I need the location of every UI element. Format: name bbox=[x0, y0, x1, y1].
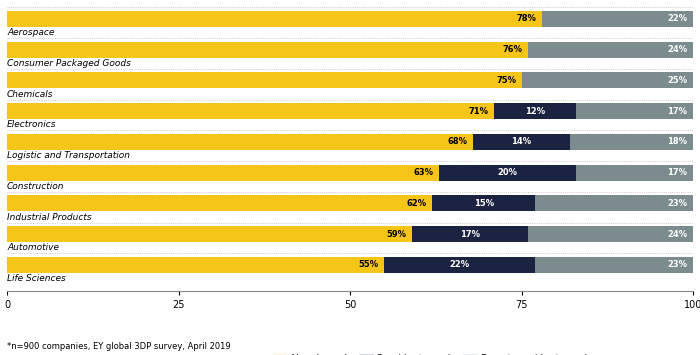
Text: 17%: 17% bbox=[668, 168, 687, 177]
Text: 76%: 76% bbox=[503, 45, 523, 54]
Text: 24%: 24% bbox=[667, 45, 687, 54]
Bar bbox=[528, 42, 693, 58]
Text: 78%: 78% bbox=[517, 15, 537, 23]
Bar bbox=[576, 103, 693, 119]
Bar bbox=[439, 165, 576, 181]
Text: 15%: 15% bbox=[474, 199, 494, 208]
Bar bbox=[473, 134, 570, 150]
Bar bbox=[528, 226, 693, 242]
Bar bbox=[536, 196, 693, 212]
Bar bbox=[433, 196, 536, 212]
Text: Aerospace: Aerospace bbox=[7, 28, 55, 37]
Text: Logistic and Transportation: Logistic and Transportation bbox=[7, 151, 130, 160]
Bar bbox=[494, 103, 576, 119]
Text: Automotive: Automotive bbox=[7, 244, 59, 252]
Text: 62%: 62% bbox=[407, 199, 427, 208]
Text: 75%: 75% bbox=[496, 76, 516, 85]
Text: 17%: 17% bbox=[460, 230, 480, 239]
Bar bbox=[7, 72, 522, 88]
Text: Chemicals: Chemicals bbox=[7, 90, 53, 99]
Text: Life Sciences: Life Sciences bbox=[7, 274, 66, 283]
Text: 55%: 55% bbox=[358, 261, 379, 269]
Text: 71%: 71% bbox=[468, 107, 489, 116]
Bar bbox=[7, 103, 494, 119]
Bar bbox=[7, 196, 433, 212]
Text: 23%: 23% bbox=[668, 261, 687, 269]
Text: 23%: 23% bbox=[668, 199, 687, 208]
Text: 17%: 17% bbox=[668, 107, 687, 116]
Bar bbox=[576, 165, 693, 181]
Bar bbox=[412, 226, 528, 242]
Bar bbox=[536, 257, 693, 273]
Bar bbox=[7, 134, 473, 150]
Text: Electronics: Electronics bbox=[7, 120, 57, 130]
Text: 14%: 14% bbox=[512, 137, 531, 147]
Bar bbox=[7, 42, 528, 58]
Text: 59%: 59% bbox=[386, 230, 406, 239]
Text: *n=900 companies, EY global 3DP survey, April 2019: *n=900 companies, EY global 3DP survey, … bbox=[7, 343, 230, 351]
Text: Industrial Products: Industrial Products bbox=[7, 213, 92, 222]
Bar bbox=[522, 72, 693, 88]
Text: 20%: 20% bbox=[498, 168, 518, 177]
Text: 63%: 63% bbox=[414, 168, 434, 177]
Text: 22%: 22% bbox=[449, 261, 470, 269]
Text: Consumer Packaged Goods: Consumer Packaged Goods bbox=[7, 59, 131, 68]
Bar bbox=[384, 257, 536, 273]
Text: 24%: 24% bbox=[667, 230, 687, 239]
Text: 22%: 22% bbox=[667, 15, 687, 23]
Text: 12%: 12% bbox=[525, 107, 545, 116]
Bar bbox=[7, 165, 439, 181]
Text: 25%: 25% bbox=[667, 76, 687, 85]
Bar bbox=[542, 11, 693, 27]
Bar bbox=[7, 11, 542, 27]
Bar bbox=[7, 226, 412, 242]
Text: Construction: Construction bbox=[7, 182, 64, 191]
Bar bbox=[7, 257, 384, 273]
Text: 18%: 18% bbox=[668, 137, 687, 147]
Text: 68%: 68% bbox=[448, 137, 468, 147]
Bar bbox=[570, 134, 693, 150]
Legend: Already apply, Consider to apply, Do not consider to apply: Already apply, Consider to apply, Do not… bbox=[269, 351, 596, 355]
